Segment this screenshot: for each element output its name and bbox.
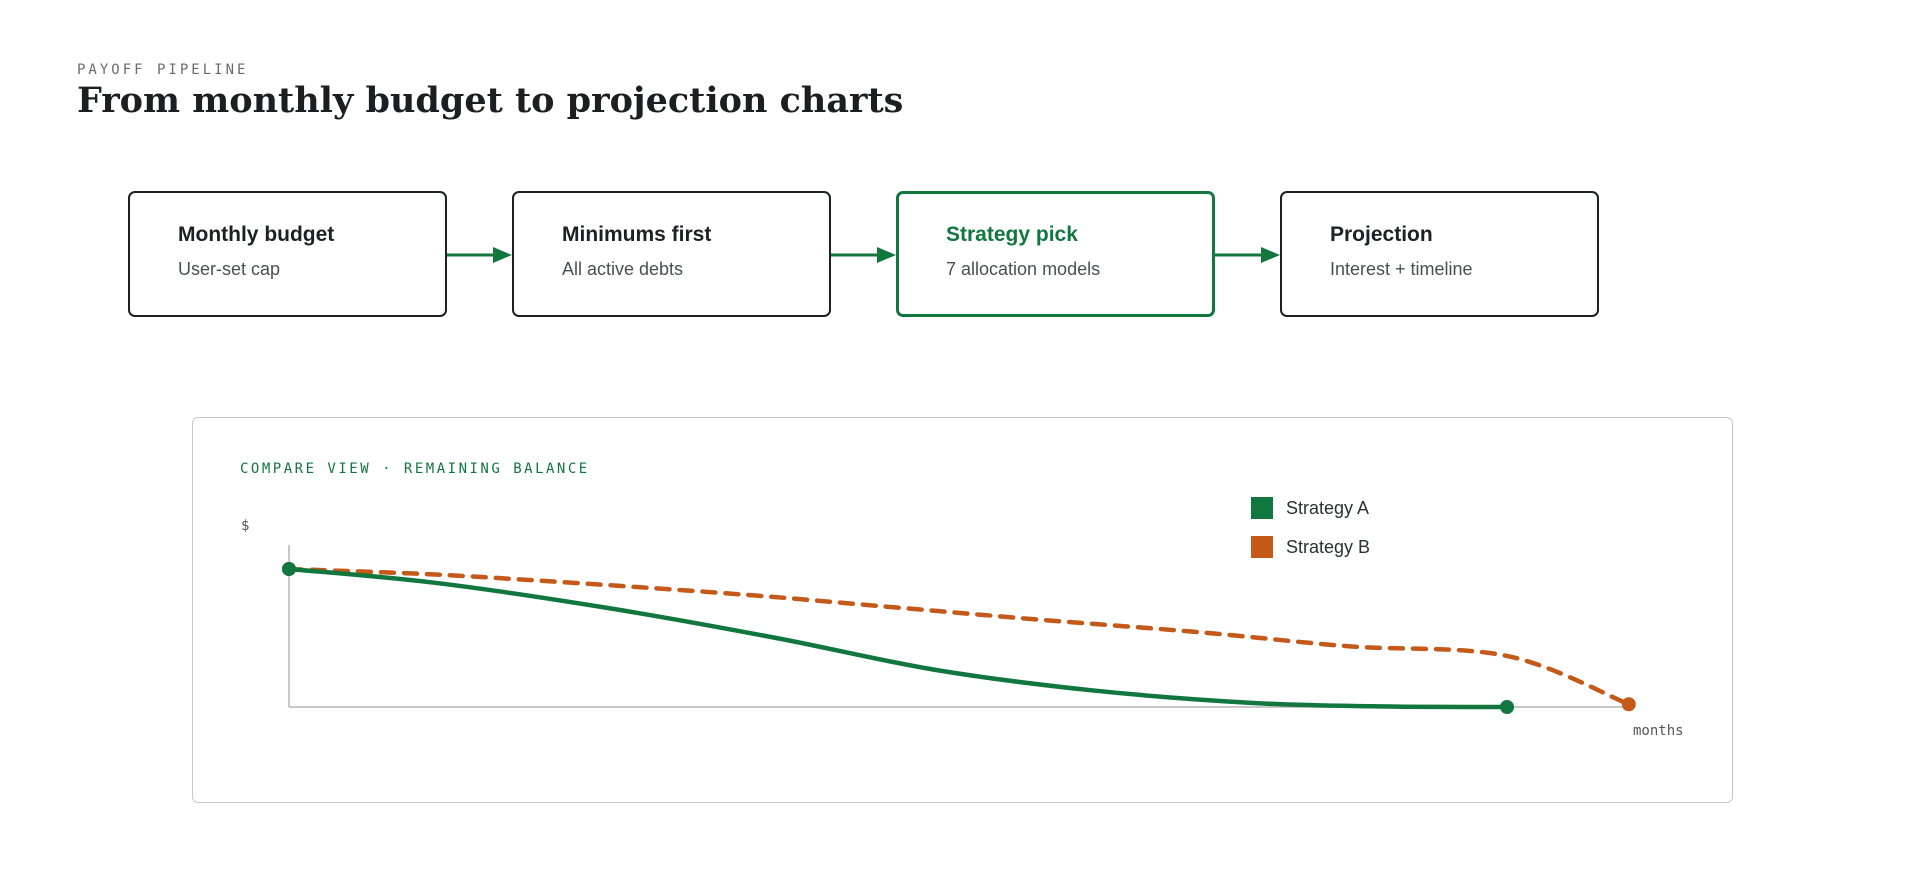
series-line-strategy-b — [286, 566, 1632, 707]
stage-monthly-budget[interactable]: Monthly budget User-set cap — [128, 191, 447, 317]
legend-item-strategy-b[interactable]: Strategy B — [1251, 536, 1370, 558]
eyebrow: PAYOFF PIPELINE — [77, 62, 249, 78]
legend-swatch — [1251, 536, 1273, 558]
legend-item-strategy-a[interactable]: Strategy A — [1251, 497, 1370, 519]
panel-label: COMPARE VIEW · REMAINING BALANCE — [240, 461, 590, 477]
compare-panel: $ months COMPARE VIEW · REMAINING BALANC… — [192, 417, 1733, 803]
legend: Strategy A Strategy B — [1251, 497, 1370, 575]
legend-label: Strategy A — [1286, 497, 1370, 518]
stage-minimums-first[interactable]: Minimums first All active debts — [512, 191, 831, 317]
arrow-right-icon — [1215, 247, 1280, 263]
stage-projection[interactable]: Projection Interest + timeline — [1280, 191, 1599, 317]
balance-chart: $ months — [241, 518, 1684, 739]
stage-title: Monthly budget — [178, 223, 335, 246]
page-title: From monthly budget to projection charts — [77, 80, 904, 121]
stage-title: Strategy pick — [946, 223, 1078, 246]
stage-strategy-pick[interactable]: Strategy pick 7 allocation models — [896, 191, 1215, 317]
stage-subtitle: Interest + timeline — [1330, 259, 1473, 279]
stage-title: Minimums first — [562, 223, 712, 246]
stage-title: Projection — [1330, 223, 1433, 246]
legend-swatch — [1251, 497, 1273, 519]
arrow-right-icon — [831, 247, 896, 263]
stage-subtitle: 7 allocation models — [946, 259, 1101, 279]
stage-subtitle: All active debts — [562, 259, 684, 279]
arrow-right-icon — [447, 247, 512, 263]
stage-subtitle: User-set cap — [178, 259, 281, 279]
legend-label: Strategy B — [1286, 536, 1371, 557]
series-marker-strategy-a-start — [282, 562, 296, 576]
x-axis-label: months — [1633, 723, 1684, 739]
y-axis-label: $ — [241, 518, 249, 534]
series-line-strategy-a — [286, 566, 1510, 710]
series-marker-strategy-a-end — [1500, 700, 1514, 714]
series-marker-strategy-b-end — [1621, 697, 1636, 712]
